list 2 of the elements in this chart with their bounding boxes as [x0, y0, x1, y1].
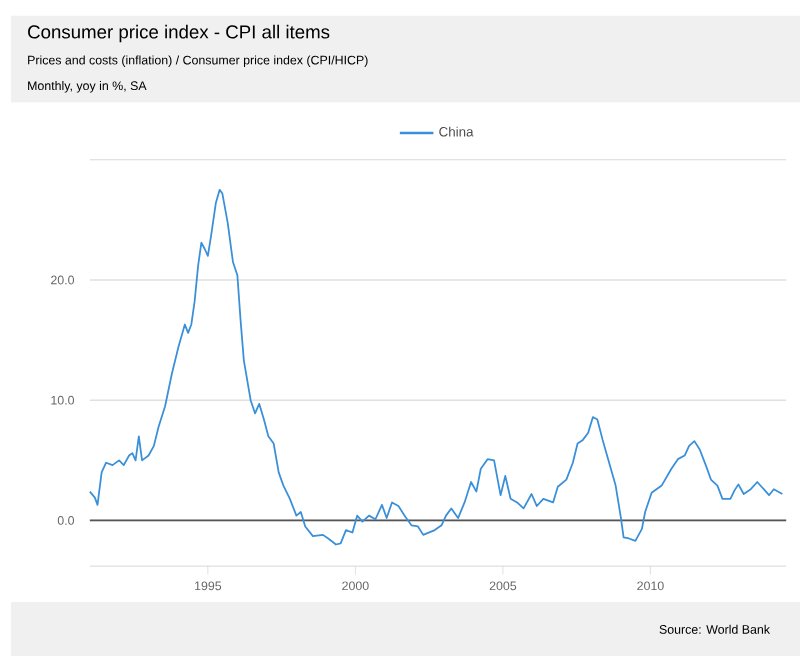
line-series [88, 188, 784, 545]
chart-title: Consumer price index - CPI all items [28, 24, 330, 42]
